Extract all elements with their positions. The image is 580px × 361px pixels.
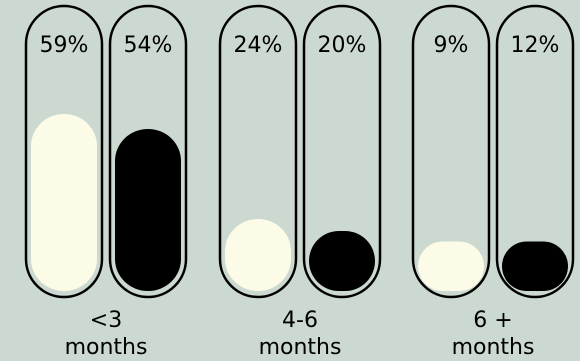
- bar: [309, 231, 375, 291]
- data-label: 54%: [124, 33, 173, 58]
- bar: [502, 242, 568, 292]
- category-label: 6 +: [473, 308, 512, 333]
- category-label-unit: months: [452, 335, 535, 360]
- data-label: 9%: [434, 33, 469, 58]
- category-label-unit: months: [65, 335, 148, 360]
- data-label: 12%: [511, 33, 560, 58]
- bar: [31, 114, 97, 291]
- category-label: 4-6: [282, 308, 318, 333]
- category-label-unit: months: [259, 335, 342, 360]
- bar: [418, 242, 484, 292]
- bar: [225, 219, 291, 291]
- bar: [115, 129, 181, 291]
- data-label: 24%: [234, 33, 283, 58]
- data-label: 20%: [318, 33, 367, 58]
- data-label: 59%: [40, 33, 89, 58]
- category-label: <3: [90, 308, 122, 333]
